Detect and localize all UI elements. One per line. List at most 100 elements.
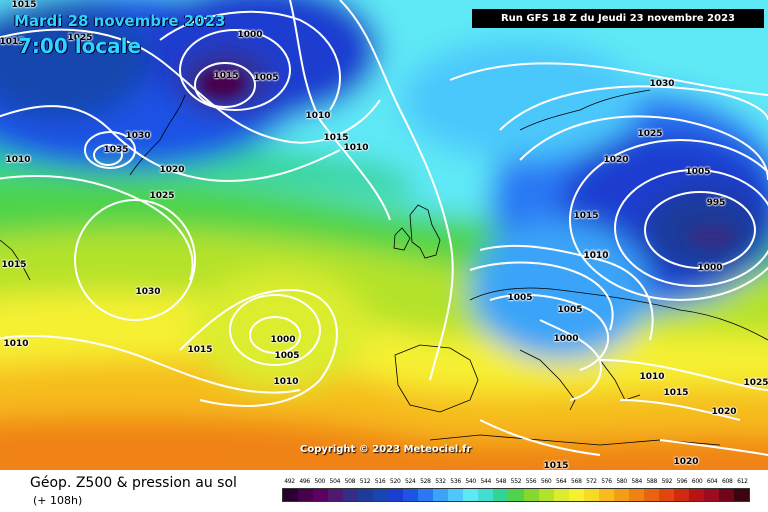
- pressure-label: 1020: [159, 165, 185, 175]
- scale-swatch: [418, 489, 434, 501]
- pressure-label: 1015: [213, 71, 239, 81]
- pressure-label: 1000: [697, 263, 723, 273]
- scale-tick-label: 492: [284, 478, 295, 485]
- pressure-label: 1010: [583, 250, 609, 260]
- scale-tick-label: 528: [420, 478, 431, 485]
- pressure-label: 995: [706, 198, 726, 208]
- pressure-label: 1005: [253, 73, 279, 83]
- scale-tick-label: 580: [616, 478, 627, 485]
- pressure-label: 1015: [0, 37, 25, 47]
- pressure-label: 1015: [11, 0, 37, 10]
- pressure-label: 1010: [273, 377, 299, 387]
- scale-swatch: [313, 489, 329, 501]
- scale-swatch: [388, 489, 404, 501]
- scale-tick-label: 496: [299, 478, 310, 485]
- scale-swatch: [283, 489, 299, 501]
- pressure-label: 1020: [603, 155, 629, 165]
- pressure-label: 1035: [103, 145, 129, 155]
- scale-tick-label: 568: [571, 478, 582, 485]
- scale-tick-label: 588: [646, 478, 658, 485]
- scale-bar: [282, 488, 750, 502]
- scale-swatch: [463, 489, 479, 501]
- scale-tick-label: 508: [344, 478, 356, 485]
- scale-tick-label: 500: [314, 478, 326, 485]
- scale-swatch: [523, 489, 539, 501]
- scale-swatch: [373, 489, 389, 501]
- scale-tick-label: 512: [359, 478, 371, 485]
- scale-tick-label: 552: [510, 478, 522, 485]
- scale-swatch: [553, 489, 569, 501]
- scale-tick-label: 560: [540, 478, 552, 485]
- pressure-label: 1020: [711, 407, 737, 417]
- scale-tick-label: 548: [495, 478, 507, 485]
- scale-swatch: [628, 489, 644, 501]
- pressure-label: 1025: [637, 129, 663, 139]
- scale-tick-label: 584: [631, 478, 642, 485]
- pressure-label: 1025: [149, 191, 175, 201]
- pressure-label: 1010: [583, 251, 609, 261]
- pressure-label: 1010: [305, 111, 331, 121]
- pressure-label: 1010: [343, 143, 369, 153]
- scale-swatch: [328, 489, 344, 501]
- scale-swatch: [688, 489, 704, 501]
- scale-swatch: [343, 489, 359, 501]
- pressure-label: 1010: [3, 339, 29, 349]
- scale-tick-label: 572: [586, 478, 597, 485]
- scale-swatch: [658, 489, 674, 501]
- pressure-label: 1015: [573, 211, 599, 221]
- pressure-label: 1030: [649, 79, 675, 89]
- scale-tick-label: 608: [721, 478, 733, 485]
- pressure-label: 1025: [67, 33, 93, 43]
- scale-ticks: 492 496 500 504 508 512 516 520 524 528 532 536 540 5…: [282, 478, 750, 485]
- scale-swatch: [493, 489, 509, 501]
- scale-swatch: [298, 489, 314, 501]
- scale-tick-label: 596: [676, 478, 688, 485]
- pressure-label: 1015: [663, 388, 689, 398]
- scale-swatch: [433, 489, 449, 501]
- scale-swatch: [613, 489, 629, 501]
- pressure-label: 1015: [1, 260, 27, 270]
- pressure-label: 1005: [507, 293, 533, 303]
- scale-tick-label: 612: [737, 478, 748, 485]
- scale-swatch: [538, 489, 554, 501]
- pressure-label: 1030: [135, 287, 161, 297]
- pressure-label: 1010: [5, 155, 31, 165]
- pressure-label: 1030: [125, 131, 151, 141]
- scale-tick-label: 504: [329, 478, 341, 485]
- scale-tick-label: 540: [465, 478, 476, 485]
- lead-time: (+ 108h): [33, 494, 83, 507]
- scale-tick-label: 520: [389, 478, 401, 485]
- product-title: Géop. Z500 & pression au sol: [30, 475, 237, 491]
- scale-tick-label: 592: [661, 478, 673, 485]
- forecast-date: Mardi 28 novembre 2023: [14, 12, 226, 30]
- scale-tick-label: 600: [691, 478, 703, 485]
- color-scale: 492 496 500 504 508 512 516 520 524 528 532 536 540 5…: [282, 478, 750, 508]
- scale-tick-label: 576: [601, 478, 612, 485]
- pressure-label: 1015: [543, 461, 569, 470]
- scale-swatch: [583, 489, 599, 501]
- scale-swatch: [358, 489, 374, 501]
- scale-tick-label: 524: [405, 478, 416, 485]
- scale-tick-label: 532: [435, 478, 446, 485]
- scale-tick-label: 564: [555, 478, 567, 485]
- scale-swatch: [733, 489, 749, 501]
- copyright: Copyright © 2023 Meteociel.fr: [300, 444, 472, 455]
- run-info: Run GFS 18 Z du Jeudi 23 novembre 2023: [472, 9, 764, 28]
- pressure-label: 1000: [237, 30, 263, 40]
- pressure-label: 1005: [274, 351, 300, 361]
- scale-swatch: [568, 489, 584, 501]
- pressure-label: 1005: [685, 167, 711, 177]
- pressure-label: 1000: [553, 334, 579, 344]
- scale-tick-label: 604: [706, 478, 718, 485]
- pressure-label: 1000: [270, 335, 296, 345]
- scale-swatch: [448, 489, 464, 501]
- pressure-label: 1020: [673, 457, 699, 467]
- scale-tick-label: 536: [450, 478, 461, 485]
- pressure-label: 1025: [743, 378, 768, 388]
- pressure-label: 1015: [187, 345, 213, 355]
- scale-swatch: [718, 489, 734, 501]
- scale-tick-label: 516: [374, 478, 386, 485]
- pressure-label: 1010: [639, 372, 665, 382]
- scale-swatch: [403, 489, 419, 501]
- scale-tick-label: 544: [480, 478, 492, 485]
